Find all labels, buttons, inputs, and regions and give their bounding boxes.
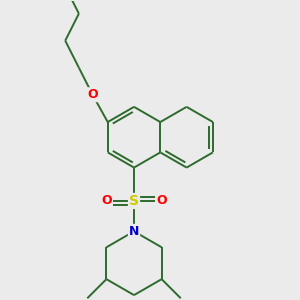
Text: N: N xyxy=(129,225,139,238)
Text: O: O xyxy=(87,88,98,101)
Text: O: O xyxy=(156,194,167,208)
Text: S: S xyxy=(129,194,139,208)
Text: O: O xyxy=(101,194,112,208)
